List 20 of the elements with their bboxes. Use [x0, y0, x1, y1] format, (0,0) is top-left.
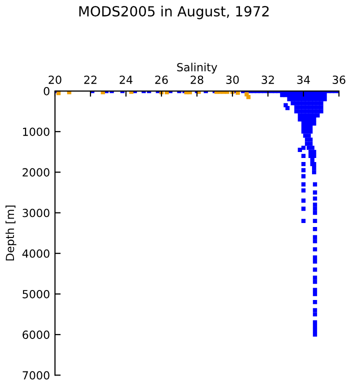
x-tick-label: 28 — [190, 76, 204, 84]
x-axis-title: Salinity — [177, 62, 218, 74]
y-tick-label: 4000 — [22, 249, 50, 258]
y-tick-label: 2000 — [22, 168, 50, 177]
x-tick-label: 20 — [48, 76, 62, 84]
chart-title: MODS2005 in August, 1972 — [79, 6, 269, 20]
y-tick-label: 0 — [44, 86, 50, 96]
x-tick-label: 26 — [155, 76, 168, 84]
y-axis-title: Depth [m] — [6, 206, 16, 260]
x-tick-label: 30 — [226, 76, 239, 84]
y-tick-label: 5000 — [22, 290, 50, 298]
y-tick-label: 1000 — [23, 128, 50, 136]
x-tick-label: 22 — [84, 76, 96, 84]
x-tick-label: 32 — [262, 76, 274, 84]
y-tick-label: 7000 — [22, 371, 50, 380]
x-tick-label: 24 — [120, 76, 132, 84]
y-tick-label: 3000 — [22, 208, 50, 218]
x-tick-label: 34 — [297, 76, 310, 84]
x-tick-label: 36 — [332, 76, 346, 84]
y-tick-label: 6000 — [22, 330, 50, 339]
